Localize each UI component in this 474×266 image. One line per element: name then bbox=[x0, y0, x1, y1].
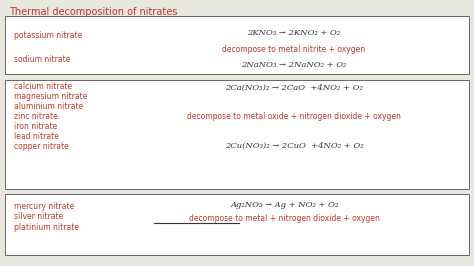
Text: sodium nitrate: sodium nitrate bbox=[14, 55, 71, 64]
Text: decompose to metal oxide + nitrogen dioxide + oxygen: decompose to metal oxide + nitrogen diox… bbox=[187, 112, 401, 121]
FancyBboxPatch shape bbox=[5, 194, 469, 255]
Text: silver nitrate: silver nitrate bbox=[14, 212, 64, 221]
Text: Thermal decomposition of nitrates: Thermal decomposition of nitrates bbox=[9, 7, 178, 17]
Text: zinc nitrate: zinc nitrate bbox=[14, 112, 58, 121]
Text: 2Cu(NO₃)₂ → 2CuO  +4NO₂ + O₂: 2Cu(NO₃)₂ → 2CuO +4NO₂ + O₂ bbox=[225, 142, 363, 149]
Text: 2Ca(NO₃)₂ → 2CaO  +4NO₂ + O₂: 2Ca(NO₃)₂ → 2CaO +4NO₂ + O₂ bbox=[225, 84, 363, 92]
FancyBboxPatch shape bbox=[5, 80, 469, 189]
Text: calcium nitrate: calcium nitrate bbox=[14, 82, 73, 91]
Text: 2NaNO₃ → 2NaNO₂ + O₂: 2NaNO₃ → 2NaNO₂ + O₂ bbox=[241, 61, 346, 69]
Text: potassium nitrate: potassium nitrate bbox=[14, 31, 82, 40]
FancyBboxPatch shape bbox=[5, 16, 469, 74]
Text: decompose to metal nitrite + oxygen: decompose to metal nitrite + oxygen bbox=[222, 45, 365, 54]
Text: mercury nitrate: mercury nitrate bbox=[14, 202, 74, 211]
Text: Ag₂NO₃ → Ag + NO₂ + O₂: Ag₂NO₃ → Ag + NO₂ + O₂ bbox=[230, 201, 338, 209]
Text: decompose to metal + nitrogen dioxide + oxygen: decompose to metal + nitrogen dioxide + … bbox=[189, 214, 380, 223]
Text: iron nitrate: iron nitrate bbox=[14, 122, 57, 131]
Text: platinium nitrate: platinium nitrate bbox=[14, 223, 79, 232]
Text: magnesium nitrate: magnesium nitrate bbox=[14, 92, 88, 101]
Text: lead nitrate: lead nitrate bbox=[14, 132, 59, 141]
Text: 2KNO₃ → 2KNO₂ + O₂: 2KNO₃ → 2KNO₂ + O₂ bbox=[247, 29, 340, 37]
Text: copper nitrate: copper nitrate bbox=[14, 142, 69, 151]
Text: aluminium nitrate: aluminium nitrate bbox=[14, 102, 83, 111]
